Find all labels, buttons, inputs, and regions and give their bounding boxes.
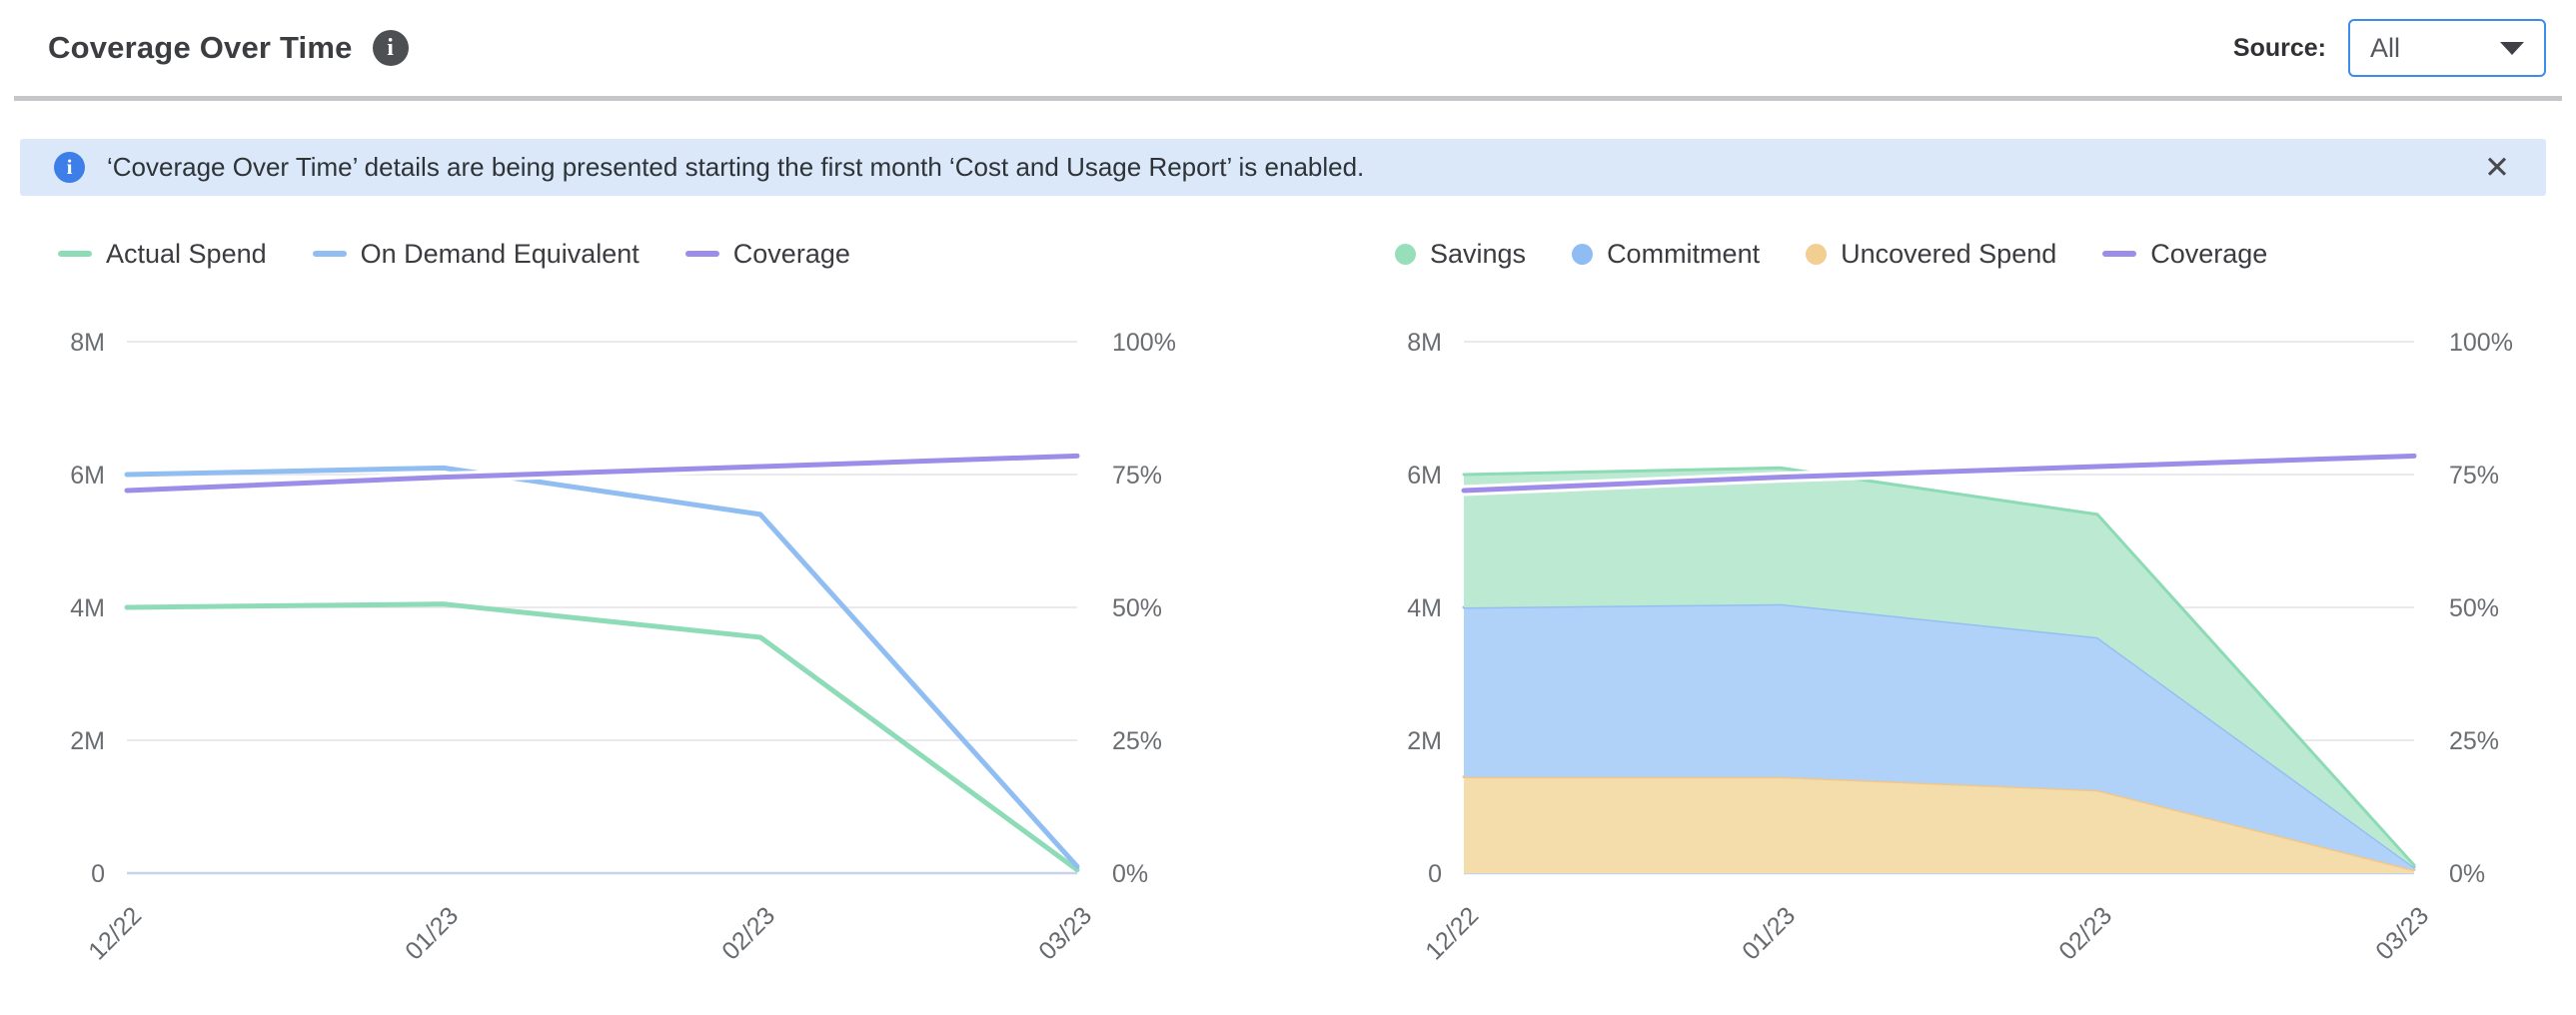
spend-line-chart: Actual Spend On Demand Equivalent Coverage… [0, 236, 1239, 996]
source-label: Source: [2232, 33, 2326, 62]
legend-item-coverage[interactable]: Coverage [684, 238, 850, 270]
area-uncovered-spend [1464, 776, 2414, 873]
page-header: Coverage Over Time i Source: All [0, 0, 2576, 96]
uncovered-spend-dot-icon [1806, 243, 1828, 265]
legend-item-on-demand-equivalent[interactable]: On Demand Equivalent [312, 238, 640, 270]
legend-item-actual-spend[interactable]: Actual Spend [58, 239, 267, 270]
right-axis-tick-label: 75% [2449, 462, 2499, 490]
info-icon[interactable]: i [372, 30, 409, 66]
right-axis-tick-label: 75% [1112, 462, 1162, 490]
source-dropdown[interactable]: All [2348, 19, 2546, 77]
savings-dot-icon [1395, 243, 1416, 265]
legend-label: Uncovered Spend [1841, 238, 2057, 269]
x-axis-tick-label: 03/23 [2370, 901, 2434, 965]
right-axis-tick-label: 25% [1112, 727, 1162, 755]
left-axis-tick-label: 4M [1407, 594, 1442, 622]
source-dropdown-value: All [2370, 32, 2401, 63]
series-line-coverage [124, 453, 1080, 494]
legend-label: Coverage [2150, 238, 2268, 269]
legend-label: Actual Spend [106, 238, 267, 269]
left-axis-tick-label: 8M [70, 329, 105, 357]
legend-label: Coverage [732, 238, 850, 269]
x-axis-tick-label: 12/22 [1420, 901, 1484, 965]
left-axis-tick-label: 2M [70, 727, 105, 755]
commitment-dot-icon [1572, 243, 1594, 265]
legend-label: On Demand Equivalent [360, 238, 640, 269]
legend-item-uncovered-spend[interactable]: Uncovered Spend [1806, 239, 2056, 270]
left-axis-tick-label: 0 [1428, 860, 1442, 888]
coverage-area-chart: Savings Commitment Uncovered Spend Coverage… [1337, 236, 2576, 996]
banner-info-icon: i [54, 152, 85, 183]
coverage-line-icon [2102, 251, 2137, 257]
chart-legend: Savings Commitment Uncovered Spend Coverage [1395, 236, 2576, 272]
header-divider [14, 96, 2562, 101]
series-line-coverage [1461, 453, 2417, 494]
area-commitment [1464, 603, 2414, 870]
right-axis-tick-label: 100% [1112, 329, 1176, 357]
x-axis-tick-label: 12/22 [83, 901, 147, 965]
coverage-line-icon [684, 251, 719, 257]
x-axis-tick-label: 03/23 [1033, 901, 1097, 965]
left-axis-tick-label: 6M [1407, 462, 1442, 490]
line-plot: 8M 100% 6M 75% 4M 50% 2M 25% 0 0% 12/22 01/23 02/23 0… [70, 329, 1176, 965]
legend-label: Commitment [1607, 238, 1761, 269]
series-line-on-demand-equivalent [124, 465, 1080, 869]
series-line-actual-spend [124, 601, 1080, 873]
banner-info-glyph: i [66, 155, 73, 179]
right-axis-tick-label: 0% [1112, 860, 1148, 888]
legend-label: Savings [1430, 238, 1527, 269]
charts-row: Actual Spend On Demand Equivalent Coverage… [0, 236, 2576, 996]
left-axis-tick-label: 8M [1407, 329, 1442, 357]
chevron-down-icon [2500, 41, 2524, 55]
right-axis-tick-label: 50% [1112, 594, 1162, 622]
area-edge-savings [1462, 466, 2416, 867]
right-axis-tick-label: 0% [2449, 860, 2485, 888]
info-banner: i ‘Coverage Over Time’ details are being… [20, 139, 2546, 196]
left-axis-tick-label: 4M [70, 594, 105, 622]
legend-item-commitment[interactable]: Commitment [1572, 239, 1760, 270]
stacked-area-plot: 8M 100% 6M 75% 4M 50% 2M 25% 0 0% 12/22 01/23 02/23 0… [1407, 329, 2513, 965]
x-axis-tick-label: 02/23 [716, 901, 780, 965]
left-axis-tick-label: 0 [91, 860, 105, 888]
legend-item-savings[interactable]: Savings [1395, 239, 1526, 270]
actual-spend-line-icon [58, 251, 92, 257]
x-axis-tick-label: 01/23 [1737, 901, 1801, 965]
info-icon-glyph: i [387, 34, 394, 61]
x-axis-tick-label: 01/23 [400, 901, 464, 965]
x-axis-tick-label: 02/23 [2053, 901, 2117, 965]
right-axis-tick-label: 50% [2449, 594, 2499, 622]
area-savings [1464, 468, 2414, 868]
banner-close-icon[interactable]: ✕ [2476, 148, 2518, 187]
banner-text: ‘Coverage Over Time’ details are being p… [107, 152, 1365, 182]
left-axis-tick-label: 6M [70, 462, 105, 490]
page-title: Coverage Over Time [48, 30, 353, 65]
legend-item-coverage[interactable]: Coverage [2102, 239, 2267, 270]
right-axis-tick-label: 100% [2449, 329, 2513, 357]
right-axis-tick-label: 25% [2449, 727, 2499, 755]
chart-legend: Actual Spend On Demand Equivalent Coverage [58, 236, 1239, 272]
left-axis-tick-label: 2M [1407, 727, 1442, 755]
on-demand-equivalent-line-icon [312, 251, 347, 257]
